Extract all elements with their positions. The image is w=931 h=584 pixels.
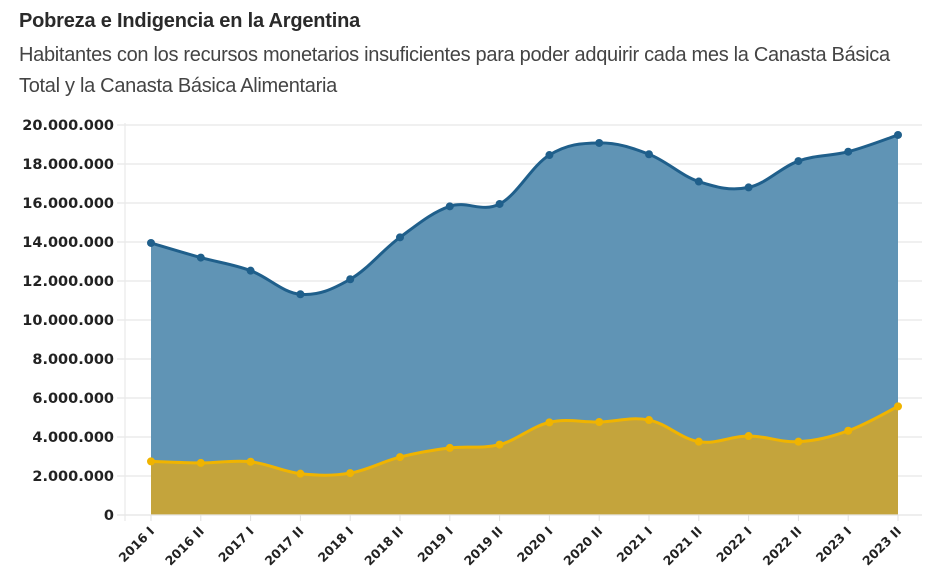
x-tick-label: 2018 I (315, 524, 357, 566)
data-point-pobreza (645, 150, 653, 159)
x-tick-label: 2021 II (660, 524, 705, 569)
data-point-indigencia (196, 458, 205, 467)
line-pobreza (150, 133, 899, 296)
data-point-pobreza (694, 177, 703, 186)
x-tick-label: 2016 I (116, 524, 158, 566)
data-point-pobreza (495, 199, 504, 208)
data-point-indigencia (645, 416, 653, 425)
data-point-pobreza (445, 202, 454, 211)
line-indigencia (150, 405, 899, 477)
y-axis: 0 2.000.000 4.000.000 6.000.000 8.000.000 10.… (22, 118, 114, 524)
chart-title: Pobreza e Indigencia en la Argentina (19, 10, 361, 32)
y-tick-label: 20.000.000 (22, 118, 114, 134)
data-point-indigencia (595, 417, 604, 426)
data-point-pobreza (894, 130, 902, 139)
series-lines (150, 133, 899, 477)
data-point-indigencia (445, 443, 454, 452)
x-axis: 2016 I 2016 II 2017 I 2017 II 2018 I 2018 II 2… (116, 514, 922, 569)
y-tick-label: 2.000.000 (32, 469, 114, 485)
x-tick-label: 2022 II (760, 524, 805, 569)
data-point-pobreza (346, 275, 355, 284)
y-tick-label: 14.000.000 (22, 235, 114, 251)
data-point-indigencia (744, 432, 753, 441)
data-point-indigencia (794, 437, 803, 446)
chart-subtitle: Habitantes con los recursos monetarios i… (19, 44, 890, 97)
data-point-indigencia (396, 453, 404, 462)
y-tick-label: 0 (104, 508, 114, 524)
area-pobreza (151, 134, 898, 515)
data-point-indigencia (346, 469, 355, 478)
x-tick-label: 2016 II (162, 524, 207, 569)
data-point-indigencia (894, 402, 902, 411)
data-point-indigencia (545, 418, 554, 427)
area-indigencia (151, 406, 898, 515)
x-tick-label: 2019 I (414, 524, 456, 566)
y-tick-label: 10.000.000 (22, 313, 114, 329)
data-point-pobreza (794, 157, 803, 166)
y-tick-label: 16.000.000 (22, 196, 114, 212)
data-point-pobreza (545, 151, 554, 160)
data-point-pobreza (196, 253, 205, 262)
data-point-pobreza (147, 238, 155, 247)
data-point-indigencia (147, 457, 155, 466)
series-areas (151, 134, 898, 515)
y-tick-label: 6.000.000 (32, 391, 114, 407)
x-tick-label: 2019 II (461, 524, 506, 569)
data-point-pobreza (396, 233, 404, 242)
data-point-indigencia (844, 426, 853, 435)
y-tick-label: 8.000.000 (32, 352, 114, 368)
data-point-pobreza (246, 266, 255, 275)
y-tick-label: 12.000.000 (22, 274, 114, 290)
x-tick-label: 2018 II (361, 524, 406, 569)
y-tick-label: 4.000.000 (32, 430, 114, 446)
x-tick-label: 2020 I (514, 524, 556, 566)
series-points (147, 130, 902, 478)
data-point-pobreza (595, 138, 604, 147)
data-point-indigencia (296, 469, 305, 478)
x-tick-label: 2021 I (614, 524, 656, 566)
x-tick-label: 2023 II (859, 524, 904, 569)
x-tick-label: 2017 I (215, 524, 257, 566)
x-tick-label: 2020 II (560, 524, 605, 569)
x-tick-label: 2022 I (713, 524, 755, 566)
data-point-indigencia (246, 457, 255, 466)
data-point-pobreza (296, 290, 305, 299)
data-point-indigencia (495, 440, 504, 449)
x-tick-label: 2023 I (813, 524, 855, 566)
x-tick-label: 2017 II (262, 524, 307, 569)
data-point-pobreza (844, 147, 853, 156)
y-tick-label: 18.000.000 (22, 157, 114, 173)
data-point-indigencia (694, 437, 703, 446)
data-point-pobreza (744, 183, 753, 192)
